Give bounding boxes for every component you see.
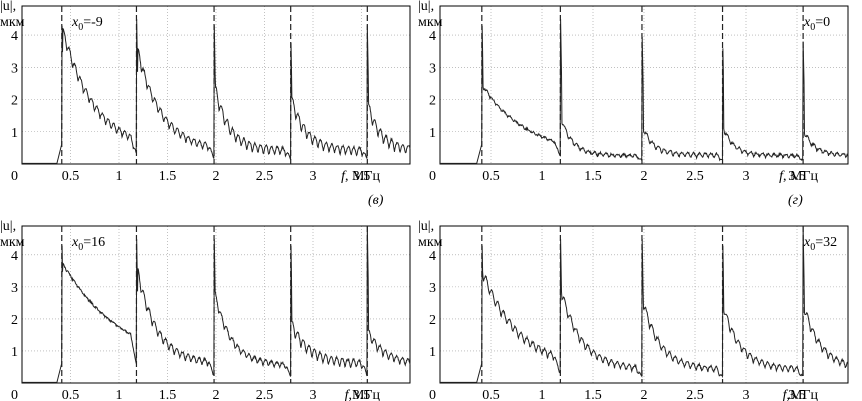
annotation-sub: 0 [810,242,815,253]
x-tick-label: 1.5 [584,388,602,401]
panel-label-v: (в) [368,193,384,208]
plot-frame [439,5,849,165]
x-tick-label: 2 [213,169,220,184]
x-tick-label: 2.5 [256,388,274,401]
x-tick-label: 3.5 [788,169,806,184]
y-tick-label: 2 [11,94,18,109]
panel-label-g: (г) [788,193,803,208]
x-axis-label-unit: , МГц [345,169,381,184]
y-axis-label-unit: мкм [418,15,443,30]
y-axis-label-top: |u|, [0,219,16,234]
y-axis-label-top: |u|, [418,219,434,234]
x-tick-label: 1 [539,169,546,184]
x-tick-label: 0.5 [62,388,80,401]
annotation-value: =32 [815,235,837,250]
x-axis-label-unit: ,МГц [786,388,818,401]
spectrum-curve [22,19,411,164]
y-axis-label-unit: мкм [0,235,25,250]
x0-annotation: x0=32 [803,235,837,253]
x-tick-label: 2 [641,169,648,184]
y-tick-label: 2 [11,313,18,328]
x-tick-label: 2.5 [686,169,704,184]
y-tick-label: 4 [429,29,436,44]
origin-label: 0 [11,388,18,401]
x-tick-label: 1 [116,388,123,401]
plot-frame [21,225,411,384]
annotation-value: =0 [815,15,830,30]
annotation-var: x [803,15,811,30]
x-tick-label: 1.5 [159,388,177,401]
x-tick-label: 3 [743,388,750,401]
spectrum-curve [440,19,849,164]
spectrum-curve [22,225,411,383]
x-tick-label: 1 [116,169,123,184]
x-tick-label: 3.5 [353,388,371,401]
annotation-sub: 0 [78,242,83,253]
annotation-value: =-9 [83,15,103,30]
y-tick-label: 3 [429,61,436,76]
x-tick-label: 3 [310,388,317,401]
x-axis-label-var: f [345,388,351,401]
y-tick-label: 4 [11,29,18,44]
origin-label: 0 [11,169,18,184]
y-tick-label: 3 [11,281,18,296]
x-tick-label: 0.5 [482,388,500,401]
x-tick-label: 2 [213,388,220,401]
x-tick-label: 3 [743,169,750,184]
annotation-sub: 0 [78,22,83,33]
x-tick-label: 1.5 [159,169,177,184]
annotation-value: =16 [83,235,105,250]
annotation-var: x [71,15,79,30]
x-tick-label: 3.5 [788,388,806,401]
y-tick-label: 1 [429,126,436,141]
y-tick-label: 2 [429,313,436,328]
x0-annotation: x0=0 [803,15,830,33]
x-axis-label: f,МГц [345,388,381,401]
y-tick-label: 1 [429,345,436,360]
x-axis-label-var: f [783,388,789,401]
y-tick-label: 3 [429,281,436,296]
annotation-var: x [71,235,79,250]
x-tick-label: 0.5 [62,169,80,184]
x-axis-label-unit: ,МГц [348,388,380,401]
x-tick-label: 1.5 [584,169,602,184]
plot-frame [21,5,411,165]
y-tick-label: 3 [11,61,18,76]
x0-annotation: x0=-9 [71,15,103,33]
x-axis-label-var: f [341,169,347,184]
plot-frame [439,225,849,384]
y-tick-label: 1 [11,126,18,141]
y-tick-label: 4 [11,249,18,264]
x-tick-label: 3 [310,169,317,184]
y-tick-label: 4 [429,249,436,264]
x-axis-label: f,МГц [783,388,819,401]
y-tick-label: 1 [11,345,18,360]
y-axis-label-unit: мкм [418,235,443,250]
annotation-sub: 0 [810,22,815,33]
x-tick-label: 0.5 [482,169,500,184]
annotation-var: x [803,235,811,250]
x-tick-label: 2 [641,388,648,401]
origin-label: 0 [429,169,436,184]
x-axis-label-unit: , МГц [783,169,819,184]
x-axis-label: f, МГц [779,169,818,184]
y-axis-label-top: |u|, [0,0,16,14]
spectrum-curve [440,225,849,383]
x-axis-label-var: f [779,169,785,184]
x-tick-label: 3.5 [353,169,371,184]
y-axis-label-top: |u|, [418,0,434,14]
origin-label: 0 [429,388,436,401]
x-tick-label: 1 [539,388,546,401]
y-tick-label: 2 [429,94,436,109]
y-axis-label-unit: мкм [0,15,25,30]
x-axis-label: f, МГц [341,169,380,184]
x0-annotation: x0=16 [71,235,105,253]
x-tick-label: 2.5 [256,169,274,184]
x-tick-label: 2.5 [686,388,704,401]
